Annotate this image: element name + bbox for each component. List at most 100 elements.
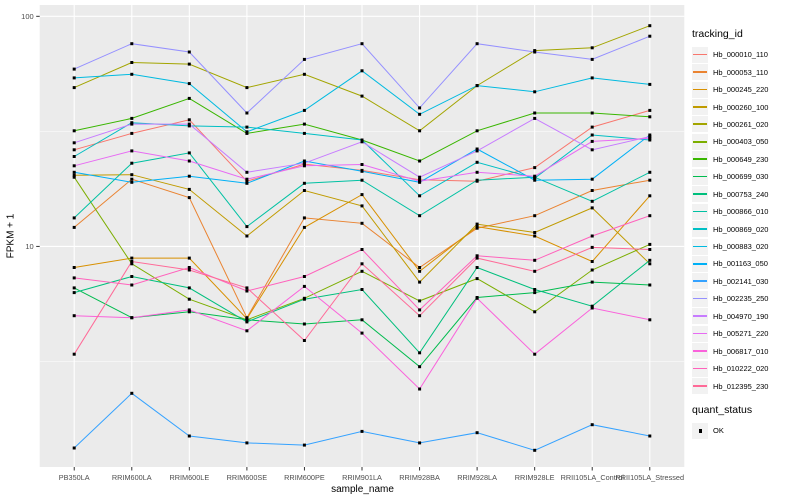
data-point bbox=[245, 170, 249, 174]
data-point bbox=[648, 214, 652, 218]
data-point bbox=[72, 86, 76, 90]
legend-key-line-icon bbox=[692, 378, 708, 395]
legend-key-line-icon bbox=[692, 151, 708, 168]
data-point bbox=[590, 304, 594, 308]
x-tick-label: RRIM928LE bbox=[515, 473, 555, 482]
data-point bbox=[648, 262, 652, 266]
data-point bbox=[72, 266, 76, 269]
data-point bbox=[245, 130, 249, 134]
data-point bbox=[590, 245, 594, 249]
data-point bbox=[360, 429, 364, 433]
legend-item-Hb_002141_030: Hb_002141_030 bbox=[692, 273, 768, 290]
data-point bbox=[360, 42, 364, 46]
data-point bbox=[648, 135, 652, 139]
legend-item-label: Hb_001163_050 bbox=[713, 259, 768, 269]
data-point bbox=[187, 159, 191, 163]
data-point bbox=[245, 329, 249, 333]
data-point bbox=[72, 352, 76, 356]
data-point bbox=[533, 50, 537, 54]
data-point bbox=[475, 170, 479, 174]
data-point bbox=[418, 159, 422, 163]
legend-color-line bbox=[693, 228, 707, 230]
data-point bbox=[245, 286, 249, 290]
data-point bbox=[590, 280, 594, 284]
data-point bbox=[360, 204, 364, 208]
legend-color-line bbox=[693, 332, 707, 335]
data-point bbox=[648, 138, 652, 142]
data-point bbox=[130, 116, 134, 120]
data-point bbox=[418, 266, 422, 269]
data-point bbox=[533, 234, 537, 238]
data-point bbox=[418, 299, 422, 303]
data-point bbox=[245, 179, 249, 183]
data-point bbox=[130, 262, 134, 266]
data-point bbox=[648, 34, 652, 38]
data-point bbox=[648, 108, 652, 112]
legend-color-line bbox=[693, 297, 707, 300]
data-point bbox=[130, 177, 134, 181]
data-point bbox=[72, 173, 76, 177]
data-point bbox=[72, 129, 76, 133]
data-point bbox=[130, 72, 134, 76]
legend-color-line bbox=[693, 106, 707, 108]
data-point bbox=[187, 308, 191, 312]
data-point bbox=[590, 133, 594, 137]
legend-item-label: Hb_000649_230 bbox=[713, 154, 769, 164]
x-axis-title: sample_name bbox=[331, 484, 394, 495]
legend-color-line bbox=[693, 280, 707, 282]
data-point bbox=[187, 82, 191, 86]
data-point bbox=[187, 297, 191, 301]
data-point bbox=[360, 262, 364, 266]
data-point bbox=[533, 448, 537, 452]
x-tick-label: PB350LA bbox=[59, 473, 90, 482]
data-point bbox=[187, 118, 191, 122]
data-point bbox=[475, 225, 479, 229]
legend-item-label: Hb_000403_050 bbox=[713, 137, 769, 147]
data-point bbox=[130, 316, 134, 320]
legend-key-line-icon bbox=[692, 46, 708, 63]
data-point bbox=[590, 260, 594, 263]
data-point bbox=[475, 42, 479, 46]
legend-item-Hb_000010_110: Hb_000010_110 bbox=[692, 46, 768, 63]
legend-item-label: Hb_000883_020 bbox=[713, 242, 769, 252]
data-point bbox=[418, 351, 422, 355]
legend-item-label: Hb_000753_240 bbox=[713, 189, 769, 199]
data-point bbox=[130, 275, 134, 278]
data-point bbox=[590, 148, 594, 152]
data-point bbox=[72, 164, 76, 168]
data-point bbox=[590, 234, 594, 238]
data-point bbox=[475, 431, 479, 435]
data-point bbox=[590, 189, 594, 192]
data-point bbox=[533, 174, 537, 178]
data-point bbox=[590, 423, 594, 427]
data-point bbox=[418, 387, 422, 391]
data-point bbox=[245, 111, 249, 115]
legend-color-line bbox=[693, 71, 707, 73]
data-point bbox=[533, 352, 537, 356]
data-point bbox=[418, 106, 422, 110]
data-point bbox=[418, 112, 422, 116]
legend-item-label: Hb_012395_230 bbox=[713, 381, 769, 391]
tracking-id-legend-title: tracking_id bbox=[692, 28, 743, 40]
legend-item-label: Hb_002235_250 bbox=[713, 294, 769, 304]
legend-key-line-icon bbox=[692, 133, 708, 150]
legend-key-line-icon bbox=[692, 221, 708, 238]
legend-color-line bbox=[693, 123, 707, 126]
data-point bbox=[418, 314, 422, 318]
legend-key-line-icon bbox=[692, 203, 708, 220]
legend-item-label: Hb_000010_110 bbox=[713, 50, 768, 60]
data-point bbox=[590, 46, 594, 50]
data-point bbox=[590, 139, 594, 143]
legend-color-line bbox=[693, 385, 707, 387]
legend-key-line-icon bbox=[692, 308, 708, 325]
data-point bbox=[418, 129, 422, 133]
data-point bbox=[360, 221, 364, 225]
data-point bbox=[475, 296, 479, 300]
x-tick-label: RRII105LA_Stressed bbox=[615, 473, 684, 482]
legend-color-line bbox=[693, 53, 707, 56]
data-point bbox=[302, 181, 306, 185]
data-point bbox=[418, 175, 422, 179]
data-point bbox=[72, 141, 76, 145]
legend-key-line-icon bbox=[692, 255, 708, 272]
